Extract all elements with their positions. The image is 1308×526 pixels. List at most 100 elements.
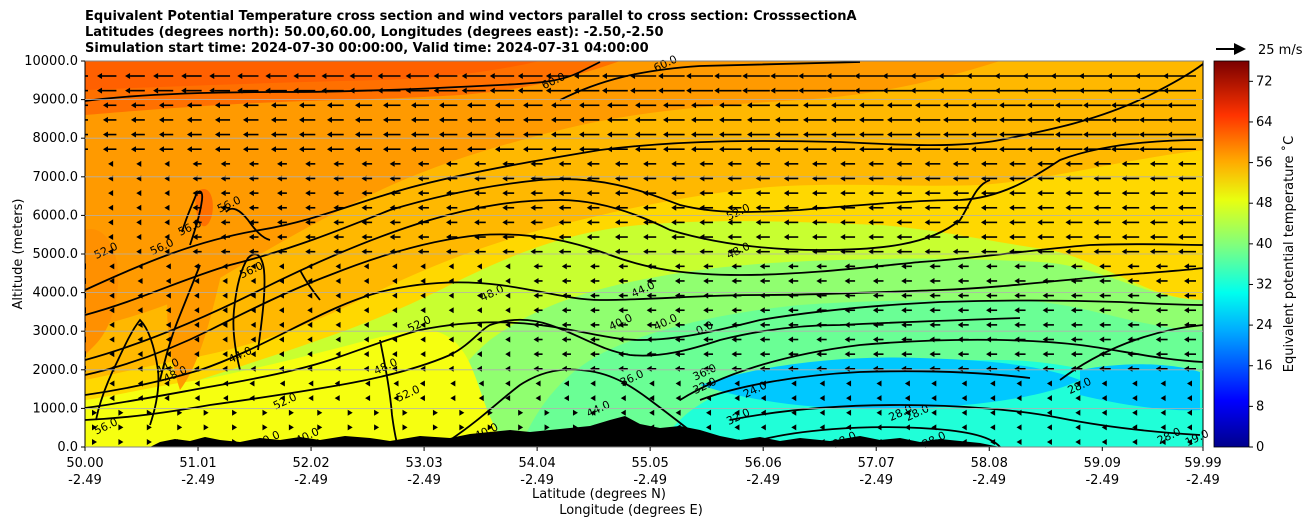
wind-arrow <box>816 277 827 284</box>
wind-arrow <box>523 131 543 138</box>
y-tick-label: 5000.0 <box>33 247 79 262</box>
wind-arrow <box>530 248 543 255</box>
wind-arrow <box>164 204 170 211</box>
wind-arrow <box>158 146 174 153</box>
wind-arrow <box>620 409 626 416</box>
wind-arrow <box>125 87 145 94</box>
wind-arrow <box>530 190 543 197</box>
wind-arrow <box>1075 395 1081 402</box>
wind-arrow <box>446 234 458 241</box>
wind-arrow <box>203 409 209 416</box>
wind-arrow <box>783 234 799 241</box>
wind-arrow <box>731 307 742 314</box>
wind-arrow <box>798 73 827 79</box>
wind-arrow <box>278 292 284 299</box>
wind-arrow <box>505 263 511 270</box>
wind-arrow <box>590 292 600 299</box>
wind-arrow <box>586 160 600 167</box>
wind-arrow <box>335 263 341 270</box>
wind-arrow <box>971 102 998 109</box>
wind-arrow <box>1070 277 1083 284</box>
wind-arrow <box>731 292 742 299</box>
wind-arrow <box>448 307 454 314</box>
wind-arrow <box>118 424 124 431</box>
wind-arrow <box>307 336 313 343</box>
wind-arrow <box>389 234 401 241</box>
wind-arrow <box>646 321 657 328</box>
wind-arrow <box>544 439 550 445</box>
wind-arrow <box>586 204 600 211</box>
wind-arrow <box>354 102 373 109</box>
wind-arrow <box>334 395 340 402</box>
wind-arrow <box>158 131 174 138</box>
wind-arrow <box>675 439 681 445</box>
y-axis: 0.0 1000.0 2000.0 3000.0 4000.0 5000.0 6000.0 7… <box>24 54 1203 455</box>
wind-arrow <box>1099 321 1111 328</box>
wind-arrow <box>137 321 143 328</box>
wind-arrow <box>1009 219 1026 226</box>
wind-arrow <box>901 336 912 343</box>
wind-arrow <box>335 351 341 358</box>
wind-arrow <box>1037 219 1054 226</box>
wind-arrow <box>840 234 856 241</box>
wind-arrow <box>250 321 256 328</box>
wind-arrow <box>910 73 941 79</box>
wind-arrow <box>476 365 482 372</box>
wind-arrow <box>392 321 398 328</box>
wind-arrow <box>1016 380 1022 387</box>
wind-arrow <box>620 380 626 387</box>
wind-arrow <box>663 102 685 109</box>
wind-arrow <box>1083 131 1111 138</box>
y-tick-label: 3000.0 <box>33 324 79 339</box>
wind-arrow <box>1127 307 1140 314</box>
wind-arrow <box>248 190 259 197</box>
wind-arrow <box>703 292 714 299</box>
wind-arrow <box>643 204 657 211</box>
wind-arrow <box>432 424 438 431</box>
wind-arrow <box>783 219 799 226</box>
wind-arrow <box>872 336 884 343</box>
wind-arrow <box>1167 102 1196 109</box>
wind-arrow <box>278 321 284 328</box>
wind-arrow <box>727 160 742 167</box>
wind-arrow <box>788 292 799 299</box>
wind-arrow <box>590 409 596 416</box>
wind-arrow <box>137 263 143 270</box>
colorbar-tick-label: 48 <box>1256 196 1273 211</box>
wind-arrow <box>929 321 941 328</box>
wind-arrow <box>146 439 152 445</box>
wind-arrow <box>586 248 600 255</box>
wind-arrow <box>929 351 941 358</box>
wind-arrow <box>872 263 884 270</box>
wind-arrow <box>703 307 714 314</box>
x-tick-label-lat: 53.03 <box>405 456 442 471</box>
wind-arrow <box>307 277 313 284</box>
wind-arrow <box>1027 116 1054 123</box>
wind-arrow <box>788 307 799 314</box>
wind-arrow <box>868 219 884 226</box>
wind-arrow <box>165 263 171 270</box>
wind-arrow <box>675 409 681 416</box>
wind-arrow <box>699 248 714 255</box>
colorbar-tick-label: 40 <box>1256 237 1273 252</box>
wind-arrow <box>402 409 408 416</box>
wind-arrow <box>986 307 998 314</box>
wind-arrow <box>788 277 799 284</box>
wind-arrow <box>646 307 657 314</box>
wind-arrow <box>590 439 596 445</box>
wind-arrow <box>308 380 314 387</box>
wind-arrow <box>719 116 742 123</box>
wind-arrow <box>798 87 827 94</box>
wind-arrow <box>844 351 856 358</box>
wind-arrow <box>747 102 770 109</box>
wind-arrow <box>1184 351 1196 358</box>
wind-arrow <box>1155 263 1168 270</box>
wind-arrow <box>986 292 998 299</box>
wind-arrow <box>812 160 827 167</box>
wind-arrow <box>137 351 143 358</box>
wind-arrow <box>109 321 115 328</box>
wind-arrow <box>545 87 571 94</box>
wind-arrow <box>590 321 600 328</box>
wind-arrow <box>812 234 827 241</box>
wind-arrow <box>618 321 628 328</box>
